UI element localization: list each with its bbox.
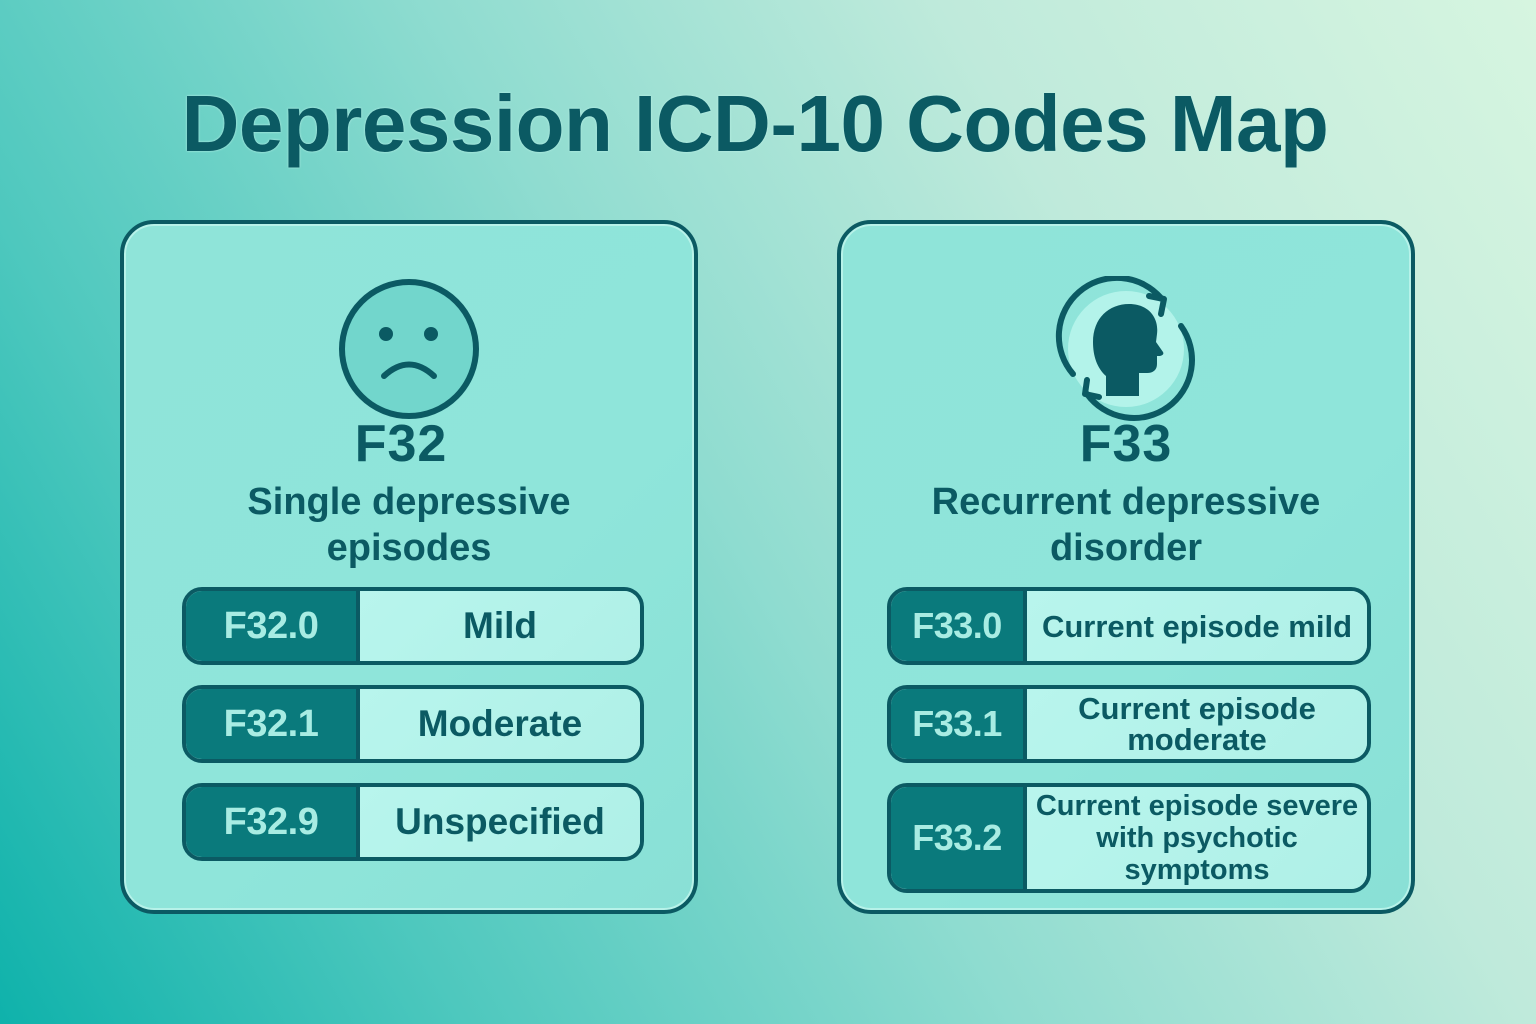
category-code: F33: [1079, 415, 1173, 473]
page-title: Depression ICD-10 Codes Map: [181, 79, 1329, 168]
description-line: Single depressive: [247, 481, 571, 523]
subcode-badge: F33.1: [891, 689, 1027, 759]
label-line: with psychotic: [1096, 822, 1298, 854]
subcode-label: Mild: [360, 591, 640, 661]
subcode-list: F33.0 Current episode mild F33.1 Current…: [887, 587, 1371, 913]
card-f33: F33 Recurrent depressive disorder F33.0 …: [837, 220, 1415, 914]
label-line: Current episode: [1078, 691, 1316, 726]
subcode-row-f32-0: F32.0 Mild: [182, 587, 644, 665]
card-f32: F32 Single depressive episodes F32.0 Mil…: [120, 220, 698, 914]
subcode-label: Current episode moderate: [1027, 689, 1367, 759]
subcode-row-f32-9: F32.9 Unspecified: [182, 783, 644, 861]
category-description: Single depressive episodes: [124, 479, 694, 571]
subcode-row-f33-1: F33.1 Current episode moderate: [887, 685, 1371, 763]
subcode-row-f33-2: F33.2 Current episode severe with psycho…: [887, 783, 1371, 893]
subcode-row-f33-0: F33.0 Current episode mild: [887, 587, 1371, 665]
label-line: Current episode mild: [1041, 608, 1353, 644]
subcode-label: Current episode severe with psychotic sy…: [1027, 787, 1367, 889]
subcode-badge: F32.9: [186, 787, 360, 857]
description-line: Recurrent depressive: [931, 481, 1321, 523]
sad-face-icon: [336, 276, 482, 422]
subcode-list: F32.0 Mild F32.1 Moderate F32.9 Unspecif…: [182, 587, 644, 881]
subcode-label: Current episode mild: [1027, 591, 1367, 661]
label-line: symptoms: [1124, 854, 1270, 886]
description-line: episodes: [326, 527, 492, 569]
description-line: disorder: [1049, 527, 1203, 569]
subcode-badge: F33.2: [891, 787, 1027, 889]
subcode-badge: F32.0: [186, 591, 360, 661]
subcode-label: Unspecified: [360, 787, 640, 857]
subcode-label: Moderate: [360, 689, 640, 759]
recurring-head-icon: [1053, 274, 1199, 422]
category-description: Recurrent depressive disorder: [841, 479, 1411, 571]
category-code: F32: [354, 415, 448, 473]
label-line: Current episode severe: [1035, 790, 1359, 822]
label-line: moderate: [1127, 722, 1267, 757]
subcode-badge: F32.1: [186, 689, 360, 759]
subcode-badge: F33.0: [891, 591, 1027, 661]
subcode-row-f32-1: F32.1 Moderate: [182, 685, 644, 763]
